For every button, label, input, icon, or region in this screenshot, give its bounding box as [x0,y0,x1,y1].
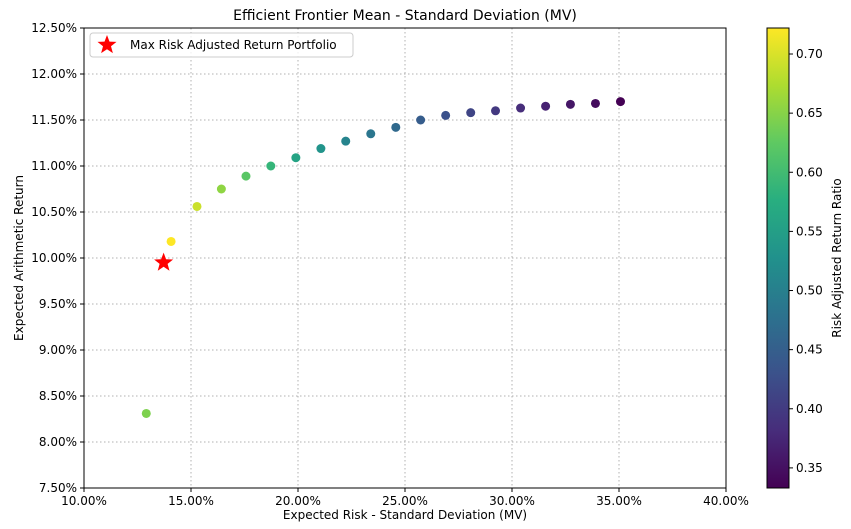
x-tick-label: 30.00% [489,494,535,508]
x-tick-label: 40.00% [703,494,749,508]
data-point [266,161,276,171]
colorbar-tick-label: 0.60 [796,165,823,179]
colorbar-tick-label: 0.45 [796,343,823,357]
data-point [491,106,501,116]
axis-ticks: 10.00% 15.00% 20.00% 25.00% 30.00% 35.00% 40.0… [31,21,749,508]
colorbar-gradient [766,27,790,489]
x-tick-label: 25.00% [382,494,428,508]
data-point [241,171,251,181]
data-point [541,101,551,111]
grid-lines [83,27,727,489]
highlight-marker-group [154,252,174,271]
colorbar-tick-label: 0.35 [796,461,823,475]
data-point [615,97,625,107]
y-tick-label: 11.50% [31,113,77,127]
data-point [316,144,326,154]
y-tick-label: 11.00% [31,159,77,173]
scatter-points [141,97,625,418]
y-tick-label: 8.00% [39,435,77,449]
colorbar-tick-label: 0.40 [796,402,823,416]
data-point [366,129,376,139]
data-point [192,201,202,211]
data-point [291,153,301,163]
legend-entry-label: Max Risk Adjusted Return Portfolio [130,38,337,52]
y-tick-label: 7.50% [39,481,77,495]
y-tick-label: 12.00% [31,67,77,81]
colorbar-tick-label: 0.55 [796,224,823,238]
colorbar-label: Risk Adjusted Return Ratio [830,178,844,337]
colorbar-tick-label: 0.70 [796,47,823,61]
y-tick-label: 12.50% [31,21,77,35]
data-point [590,98,600,108]
x-tick-label: 10.00% [61,494,107,508]
y-tick-label: 9.00% [39,343,77,357]
y-tick-label: 10.50% [31,205,77,219]
colorbar-tick-label: 0.65 [796,106,823,120]
colorbar: 0.35 0.40 0.45 0.50 0.55 0.60 0.65 0.70 Risk Ad… [766,27,844,489]
data-point [516,103,526,113]
data-point [216,184,226,194]
data-point [466,108,476,118]
data-point [441,110,451,120]
legend-star-icon [97,35,117,54]
y-tick-label: 8.50% [39,389,77,403]
data-point [565,99,575,109]
plot-area-frame [83,27,727,489]
data-point [166,236,176,246]
data-point [141,408,151,418]
data-point [341,136,351,146]
legend-box [89,32,354,58]
data-point [416,115,426,125]
chart-title: Efficient Frontier Mean - Standard Devia… [233,8,577,24]
data-point [391,122,401,132]
y-tick-label: 10.00% [31,251,77,265]
legend-star-shape [97,35,117,54]
legend: Max Risk Adjusted Return Portfolio [89,32,354,58]
x-tick-label: 15.00% [168,494,214,508]
x-axis-label: Expected Risk - Standard Deviation (MV) [283,508,527,522]
x-tick-label: 20.00% [275,494,321,508]
colorbar-ticks: 0.35 0.40 0.45 0.50 0.55 0.60 0.65 0.70 [789,47,823,475]
x-tick-label: 35.00% [596,494,642,508]
colorbar-tick-label: 0.50 [796,284,823,298]
y-tick-label: 9.50% [39,297,77,311]
max-risk-adjusted-star-icon [154,252,174,271]
y-axis-label: Expected Arithmetic Return [12,175,26,341]
